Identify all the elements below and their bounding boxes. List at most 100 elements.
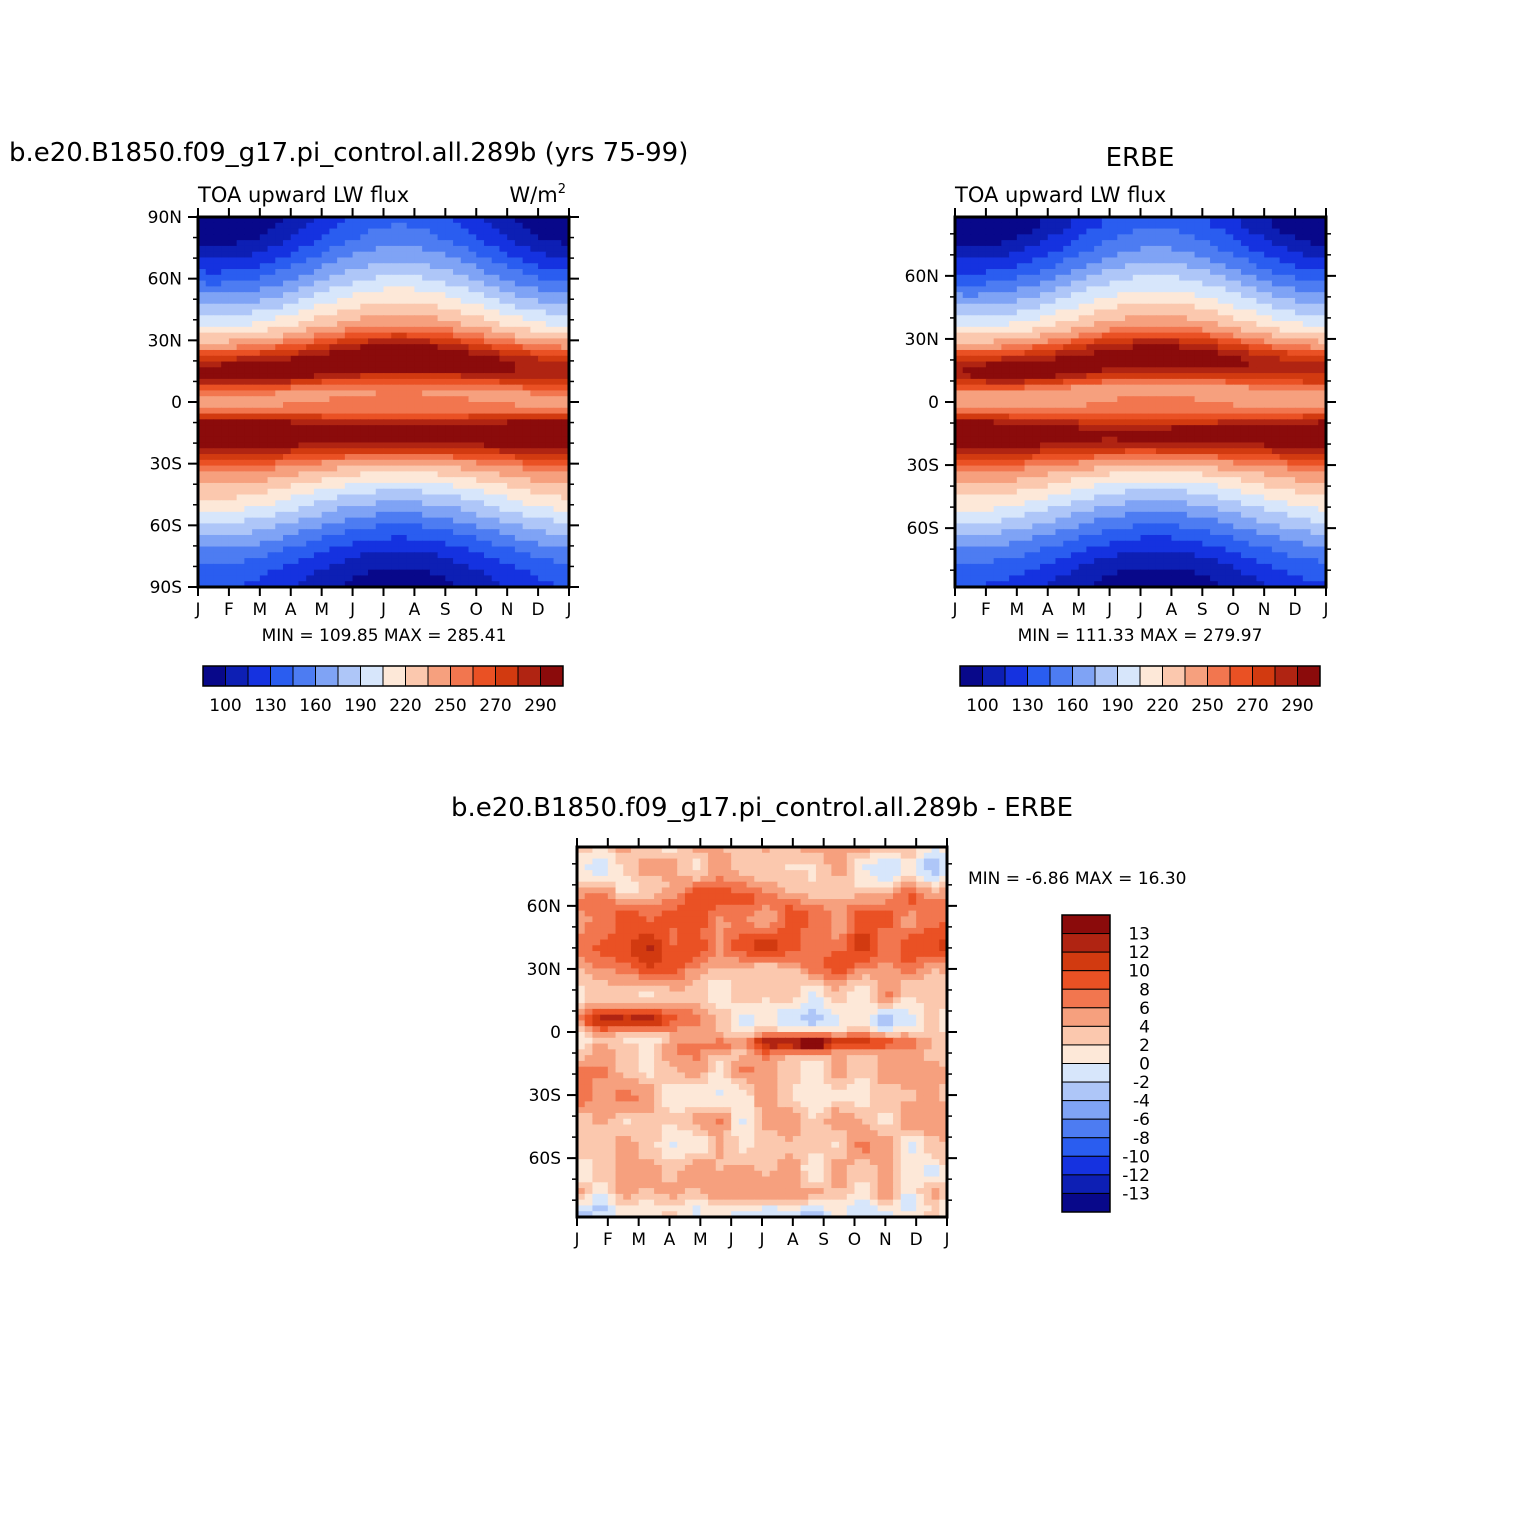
model-cell	[259, 245, 269, 253]
model-cell	[259, 355, 269, 363]
model-cell	[406, 292, 416, 299]
model-cell	[545, 263, 555, 270]
model-cell	[460, 274, 470, 282]
erbe-cell	[1225, 297, 1234, 305]
erbe-cell	[1047, 332, 1057, 340]
model-cell	[360, 251, 369, 259]
model-cell	[553, 506, 562, 513]
erbe-cell	[1155, 274, 1165, 282]
model-cell	[391, 471, 400, 478]
model-cell	[414, 471, 423, 478]
erbe-cell	[1271, 361, 1281, 368]
erbe-cell	[1256, 396, 1265, 403]
erbe-cell	[1295, 251, 1304, 259]
erbe-cell	[1271, 355, 1281, 363]
model-cell	[244, 251, 253, 259]
erbe-cell	[1225, 315, 1234, 322]
model-cell	[437, 523, 446, 530]
model-cell	[561, 338, 569, 345]
erbe-cell	[955, 390, 964, 397]
model-cell	[437, 563, 446, 571]
model-cell	[437, 500, 446, 507]
erbe-cell	[962, 349, 972, 357]
erbe-cell	[1101, 297, 1111, 305]
model-cell	[561, 529, 569, 536]
erbe-cell	[1101, 251, 1111, 259]
model-cell	[453, 390, 462, 397]
model-xtick-label: A	[409, 600, 421, 620]
model-cell	[391, 569, 400, 577]
model-cell	[538, 581, 547, 587]
model-cell	[329, 367, 338, 374]
model-cell	[530, 269, 539, 276]
erbe-cell	[1032, 315, 1041, 322]
model-cell	[368, 263, 377, 270]
erbe-cell	[1109, 297, 1118, 305]
erbe-cell	[1202, 378, 1211, 386]
model-cell	[507, 245, 516, 253]
model-cell	[228, 419, 238, 426]
model-cell	[337, 390, 346, 397]
model-cell	[514, 442, 524, 449]
model-cell	[383, 349, 392, 357]
model-cell	[530, 309, 539, 316]
model-cell	[368, 517, 377, 525]
model-cell	[453, 459, 462, 467]
model-cell	[306, 552, 315, 559]
erbe-cell	[1117, 286, 1126, 293]
model-cell	[313, 459, 323, 467]
model-cell	[561, 263, 569, 270]
erbe-cell	[1279, 245, 1288, 253]
model-cell	[522, 367, 531, 374]
erbe-cell	[1024, 344, 1033, 351]
model-cell	[522, 384, 531, 392]
model-cell	[259, 349, 269, 357]
model-cell	[290, 569, 300, 577]
model-cell	[337, 234, 346, 241]
model-cell	[445, 361, 454, 368]
erbe-cell	[1179, 274, 1188, 282]
erbe-cell	[1132, 367, 1142, 374]
model-cell	[236, 228, 245, 235]
erbe-cell	[1210, 286, 1219, 293]
model-cell	[213, 309, 222, 316]
erbe-cell	[1171, 251, 1180, 259]
erbe-cell	[970, 349, 979, 357]
model-cell	[375, 251, 385, 259]
model-cell	[337, 523, 346, 530]
model-cell	[483, 500, 493, 507]
erbe-cell	[1264, 315, 1273, 322]
erbe-cell	[1287, 425, 1296, 432]
model-cell	[298, 448, 307, 455]
model-cell	[414, 511, 423, 519]
model-cell	[228, 234, 238, 241]
model-cell	[491, 413, 501, 420]
model-cell	[530, 436, 539, 444]
model-cell	[406, 436, 416, 444]
model-cell	[507, 234, 516, 241]
model-cell	[406, 506, 416, 513]
model-cell	[476, 425, 485, 432]
model-cell	[468, 419, 477, 426]
erbe-cell	[1132, 228, 1142, 235]
model-cell	[306, 471, 315, 478]
model-cell	[398, 581, 408, 587]
model-cell	[375, 546, 385, 553]
erbe-cell	[985, 430, 995, 438]
model-cell	[414, 297, 423, 305]
model-cell	[283, 581, 292, 587]
model-cell	[522, 240, 531, 247]
erbe-cell	[1101, 228, 1111, 235]
model-cell	[368, 297, 377, 305]
erbe-cell	[1078, 297, 1087, 305]
erbe-cell	[1186, 402, 1196, 409]
erbe-cell	[978, 332, 987, 340]
erbe-cell	[1171, 378, 1180, 386]
model-cell	[491, 558, 501, 565]
model-cell	[321, 506, 330, 513]
erbe-cell	[962, 402, 972, 409]
model-cell	[275, 407, 284, 415]
model-cell	[213, 448, 222, 455]
model-cell	[398, 378, 408, 386]
model-cell	[329, 465, 338, 472]
